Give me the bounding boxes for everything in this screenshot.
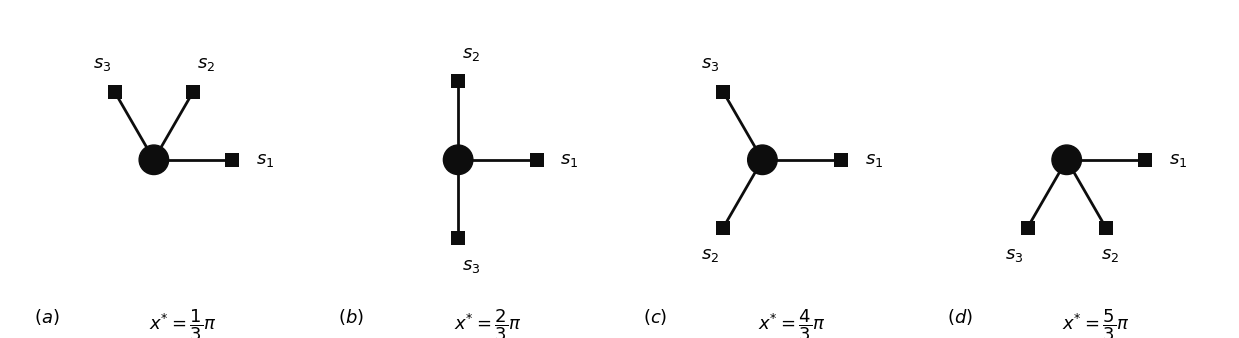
Text: $(d)$: $(d)$ [947, 307, 973, 327]
Text: $(a)$: $(a)$ [33, 307, 59, 327]
Circle shape [747, 145, 777, 174]
Point [222, 157, 242, 163]
Text: $x^{*} = \dfrac{4}{3}\pi$: $x^{*} = \dfrac{4}{3}\pi$ [758, 307, 825, 338]
Point [105, 89, 125, 95]
Point [714, 225, 733, 231]
Text: $s_1$: $s_1$ [865, 151, 883, 169]
Point [449, 236, 468, 241]
Point [714, 89, 733, 95]
Text: $s_3$: $s_3$ [93, 55, 112, 73]
Text: $(c)$: $(c)$ [643, 307, 667, 327]
Text: $x^{*} = \dfrac{2}{3}\pi$: $x^{*} = \dfrac{2}{3}\pi$ [453, 307, 522, 338]
Point [1135, 157, 1155, 163]
Point [1097, 225, 1116, 231]
Text: $s_3$: $s_3$ [701, 55, 720, 73]
Text: $s_1$: $s_1$ [560, 151, 579, 169]
Text: $s_2$: $s_2$ [462, 45, 479, 63]
Circle shape [444, 145, 473, 174]
Text: $s_2$: $s_2$ [197, 55, 214, 73]
Text: $s_2$: $s_2$ [701, 246, 720, 264]
Text: $x^{*} = \dfrac{1}{3}\pi$: $x^{*} = \dfrac{1}{3}\pi$ [149, 307, 217, 338]
Point [183, 89, 203, 95]
Text: $s_3$: $s_3$ [462, 257, 481, 274]
Text: $s_1$: $s_1$ [256, 151, 275, 169]
Point [449, 79, 468, 84]
Circle shape [1052, 145, 1082, 174]
Point [1017, 225, 1037, 231]
Text: $s_2$: $s_2$ [1100, 246, 1119, 264]
Text: $(b)$: $(b)$ [338, 307, 364, 327]
Point [831, 157, 851, 163]
Text: $x^{*} = \dfrac{5}{3}\pi$: $x^{*} = \dfrac{5}{3}\pi$ [1062, 307, 1130, 338]
Point [527, 157, 546, 163]
Text: $s_3$: $s_3$ [1006, 246, 1023, 264]
Circle shape [139, 145, 169, 174]
Text: $s_1$: $s_1$ [1170, 151, 1187, 169]
